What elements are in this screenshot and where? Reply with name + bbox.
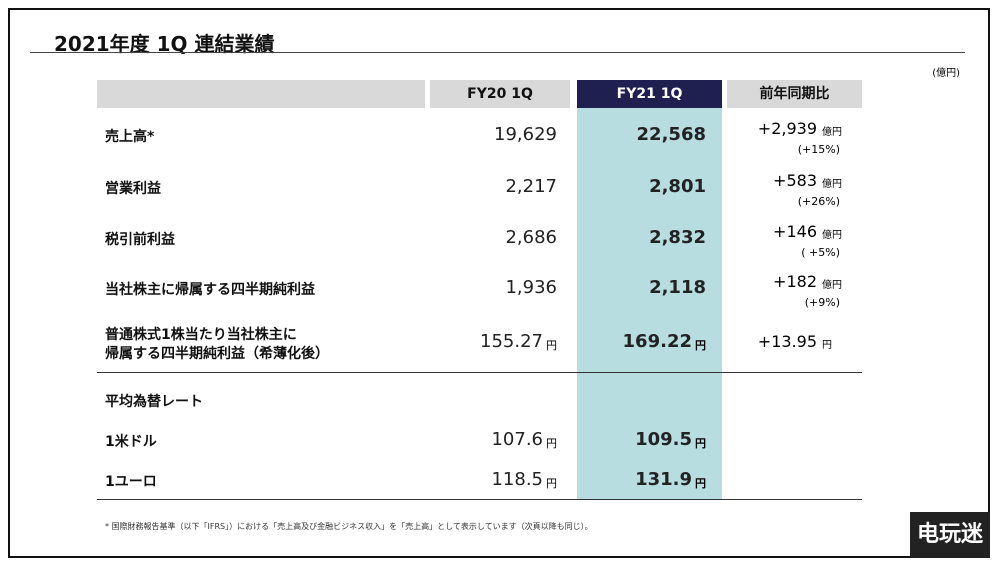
row-label: 普通株式1株当たり当社株主に bbox=[105, 327, 297, 343]
change-unit: 円 bbox=[822, 340, 832, 351]
change-unit: 億円 bbox=[822, 280, 842, 291]
change-value: +13.95 bbox=[757, 332, 817, 351]
fy21-value: 2,118 bbox=[649, 277, 706, 298]
fy21-value: 2,832 bbox=[649, 227, 706, 248]
row-label: 税引前利益 bbox=[105, 232, 175, 248]
fy20-value: 155.27 bbox=[480, 331, 543, 352]
bottom-rule bbox=[97, 499, 862, 500]
change-value: +182 bbox=[773, 272, 817, 291]
change-value: +583 bbox=[773, 171, 817, 190]
fy21-value: 131.9 bbox=[635, 469, 692, 490]
change-pct: (+15%) bbox=[797, 143, 840, 156]
change-unit: 億円 bbox=[822, 179, 842, 190]
row-label: 1米ドル bbox=[105, 434, 157, 450]
section-label: 平均為替レート bbox=[105, 394, 203, 410]
unit: 円 bbox=[695, 477, 706, 490]
fy20-value: 1,936 bbox=[505, 277, 557, 298]
change-pct: (+9%) bbox=[804, 296, 840, 309]
fy20-value: 118.5 bbox=[491, 469, 543, 490]
unit: 円 bbox=[695, 437, 706, 450]
unit: 円 bbox=[695, 339, 706, 352]
fy21-value: 169.22 bbox=[622, 331, 692, 352]
header-cell bbox=[97, 80, 425, 108]
column-header: FY21 1Q bbox=[577, 80, 722, 108]
fy20-value: 2,217 bbox=[505, 176, 557, 197]
change-value: +146 bbox=[773, 222, 817, 241]
change-unit: 億円 bbox=[822, 230, 842, 241]
unit: 円 bbox=[546, 437, 557, 450]
change-unit: 億円 bbox=[822, 127, 842, 138]
row-label: 営業利益 bbox=[105, 181, 161, 197]
fy20-value: 2,686 bbox=[505, 227, 557, 248]
footnote: * 国際財務報告基準（以下「IFRS」）における「売上高及び金融ビジネス収入」を… bbox=[105, 522, 593, 531]
row-label: 売上高* bbox=[105, 129, 155, 145]
change-pct: (+26%) bbox=[797, 195, 840, 208]
watermark: 电玩迷 bbox=[910, 512, 990, 558]
fy20-value: 107.6 bbox=[491, 429, 543, 450]
change-value: +2,939 bbox=[757, 119, 817, 138]
divider bbox=[97, 372, 862, 373]
unit: 円 bbox=[546, 477, 557, 490]
column-header: 前年同期比 bbox=[727, 80, 862, 108]
fy21-value: 109.5 bbox=[635, 429, 692, 450]
row-label: 当社株主に帰属する四半期純利益 bbox=[105, 282, 315, 298]
highlight-column bbox=[577, 108, 722, 499]
fy21-value: 2,801 bbox=[649, 176, 706, 197]
unit: 円 bbox=[546, 339, 557, 352]
fy20-value: 19,629 bbox=[494, 124, 557, 145]
column-header: FY20 1Q bbox=[430, 80, 570, 108]
frame bbox=[8, 8, 990, 558]
title-rule bbox=[30, 52, 965, 53]
change-pct: ( +5%) bbox=[801, 246, 840, 259]
row-label: 帰属する四半期純利益（希薄化後） bbox=[105, 346, 329, 362]
fy21-value: 22,568 bbox=[636, 124, 706, 145]
unit-note: (億円) bbox=[932, 68, 960, 79]
row-label: 1ユーロ bbox=[105, 474, 157, 490]
